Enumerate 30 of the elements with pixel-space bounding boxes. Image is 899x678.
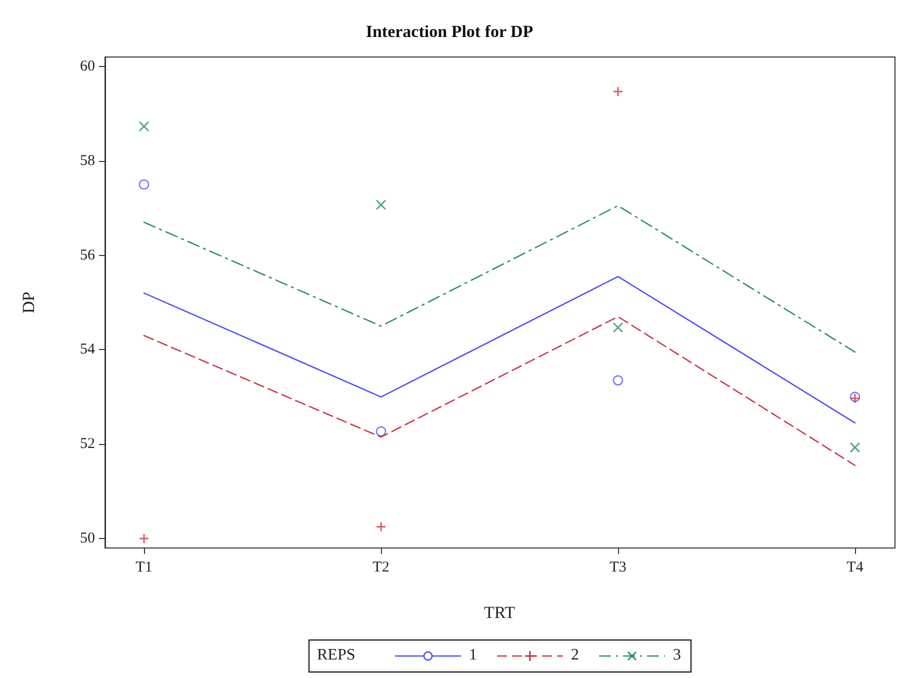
y-tick-label: 56 xyxy=(80,247,96,264)
y-tick-label: 54 xyxy=(80,342,96,358)
point xyxy=(612,375,624,386)
legend-label: 2 xyxy=(571,646,579,664)
point xyxy=(138,533,150,544)
point xyxy=(376,522,386,532)
point xyxy=(850,442,860,453)
chart-title: Interaction Plot for DP xyxy=(366,22,534,41)
x-tick-label: T2 xyxy=(372,560,390,576)
point xyxy=(138,121,150,132)
y-tick-label: 52 xyxy=(80,436,95,452)
y-tick-label: 60 xyxy=(80,58,95,74)
legend-title: REPS xyxy=(317,646,356,664)
y-tick-label: 50 xyxy=(80,530,95,547)
point xyxy=(376,426,386,436)
point xyxy=(138,179,150,190)
point xyxy=(376,200,386,210)
legend-label: 3 xyxy=(673,646,681,664)
y-tick-label: 58 xyxy=(80,152,95,169)
line-series xyxy=(143,205,856,353)
point xyxy=(612,322,624,333)
legend-label: 1 xyxy=(469,646,477,664)
y-axis-title: DP xyxy=(19,292,38,314)
line-series xyxy=(143,316,856,466)
x-tick-label: T3 xyxy=(610,560,626,576)
x-tick-label: T1 xyxy=(136,560,152,576)
point xyxy=(612,86,624,97)
x-tick-label: T4 xyxy=(846,560,864,576)
x-axis-title: TRT xyxy=(484,603,516,622)
line-series xyxy=(143,276,856,424)
